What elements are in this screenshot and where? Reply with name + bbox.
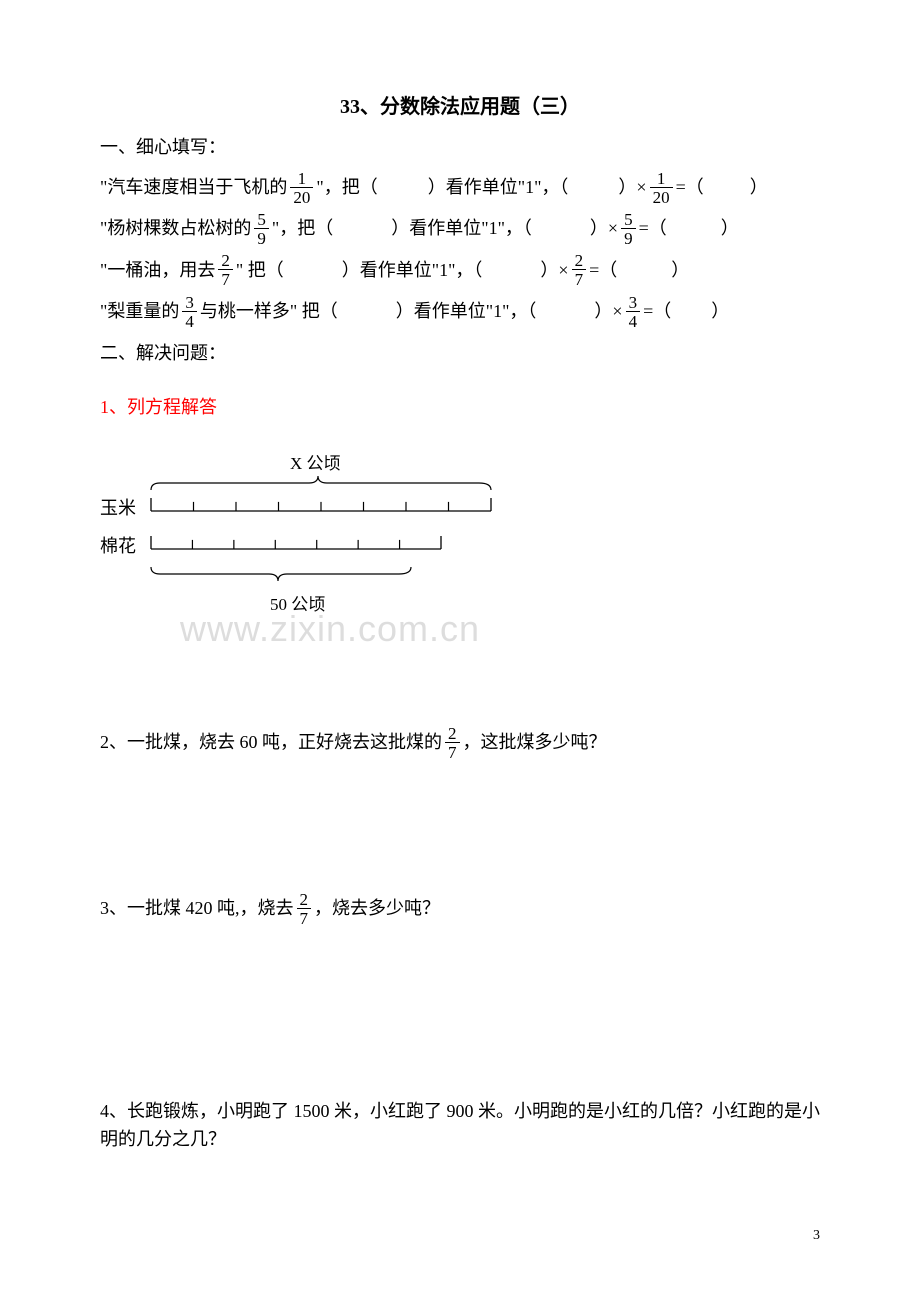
page-content: 33、分数除法应用题（三） 一、细心填写： "汽车速度相当于飞机的120"，把（… [0,0,920,1154]
cotton-label: 棉花 [100,532,148,558]
diagram-top-label: X 公顷 [290,449,820,474]
cotton-bar [148,534,444,556]
fill-line-2: "一桶油，用去27" 把（）看作单位"1"，（）×27 =（） [100,250,820,291]
fill-line-1: "杨树棵数占松树的59"，把（）看作单位"1"，（）×59 =（） [100,208,820,249]
section2-heading: 二、解决问题： [100,339,820,365]
fill-line-0: "汽车速度相当于飞机的120"，把（）看作单位"1"，（）×120 =（） [100,167,820,208]
corn-bar [148,496,494,518]
brace-bottom [148,567,820,588]
red-instruction: 1、列方程解答 [100,393,820,419]
bar-diagram: X 公顷 玉米 棉花 50 公顷 [100,449,820,615]
diagram-row-corn: 玉米 [100,494,820,520]
page-title: 33、分数除法应用题（三） [100,90,820,119]
fill-line-3: "梨重量的34与桃一样多" 把（）看作单位"1"，（）×34 =（） [100,291,820,332]
q2-fraction: 2 7 [445,725,460,761]
q3-fraction: 2 7 [297,891,312,927]
q2-text-1: 2、一批煤，烧去 60 吨，正好烧去这批煤的 [100,728,442,757]
diagram-bottom-label: 50 公顷 [270,590,820,615]
question-4: 4、长跑锻炼，小明跑了 1500 米，小红跑了 900 米。小明跑的是小红的几倍… [100,1097,820,1155]
question-2: 2、一批煤，烧去 60 吨，正好烧去这批煤的 2 7 ，这批煤多少吨？ [100,725,820,761]
question-3: 3、一批煤 420 吨,，烧去 2 7 ，烧去多少吨？ [100,891,820,927]
corn-label: 玉米 [100,494,148,520]
q3-text-2: ，烧去多少吨？ [314,894,440,923]
q2-text-2: ，这批煤多少吨？ [463,728,607,757]
section1-heading: 一、细心填写： [100,133,820,159]
q3-text-1: 3、一批煤 420 吨,，烧去 [100,894,294,923]
fill-lines: "汽车速度相当于飞机的120"，把（）看作单位"1"，（）×120 =（）"杨树… [100,167,820,333]
diagram-row-cotton: 棉花 [100,532,820,558]
page-number: 3 [813,1228,820,1244]
